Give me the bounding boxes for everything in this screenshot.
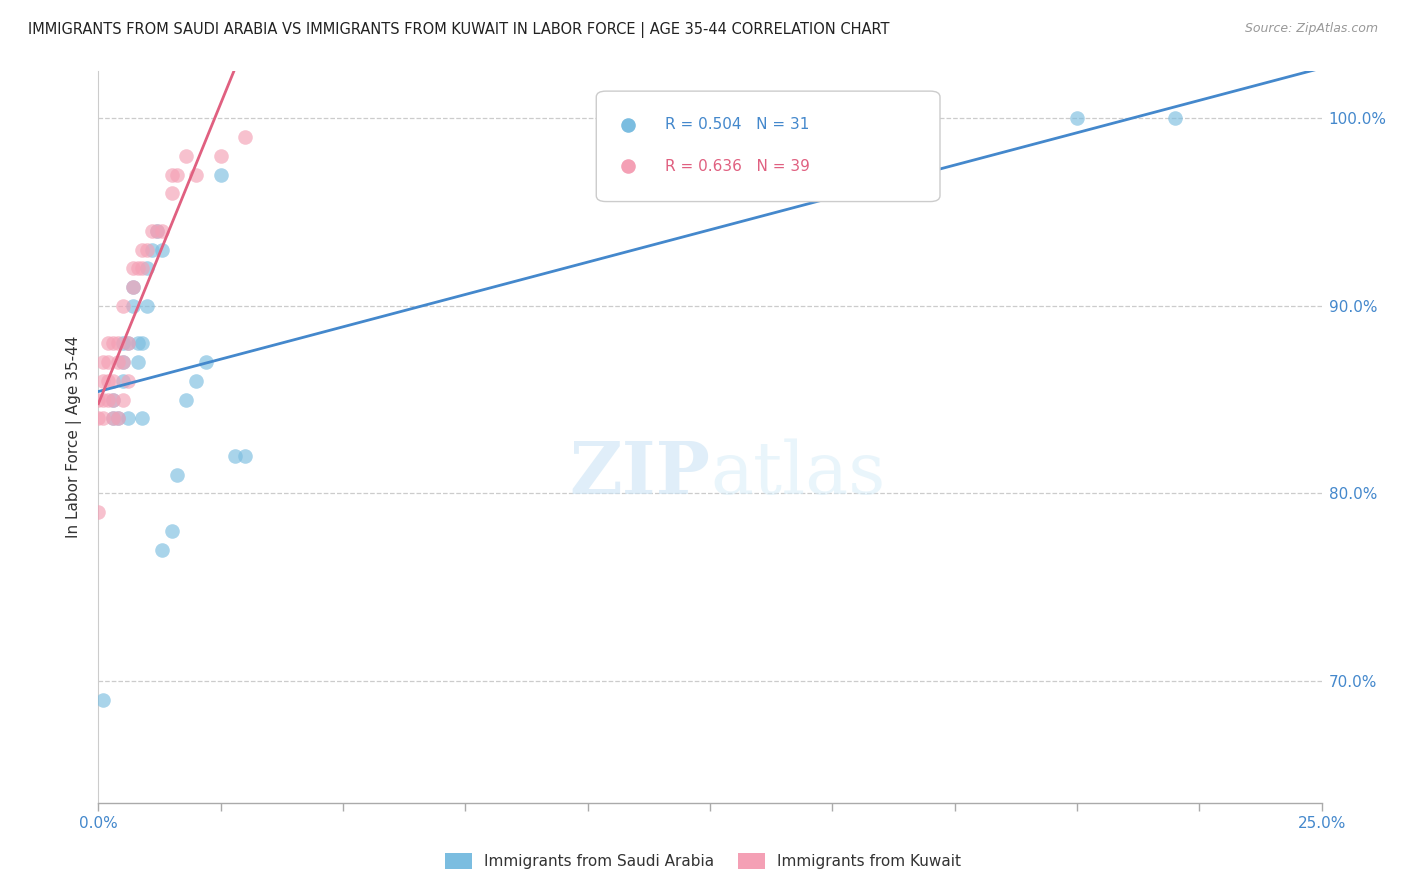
Point — [111, 355, 134, 369]
Point — [111, 299, 134, 313]
Point — [150, 224, 173, 238]
Point — [127, 355, 149, 369]
Point — [91, 392, 114, 407]
Point — [166, 467, 188, 482]
Point — [131, 261, 153, 276]
Point — [91, 692, 114, 706]
Point — [111, 374, 134, 388]
Point — [186, 168, 208, 182]
Point — [121, 261, 143, 276]
Point — [107, 411, 129, 425]
Point — [87, 392, 110, 407]
Text: atlas: atlas — [710, 438, 886, 509]
Point — [117, 336, 139, 351]
Point — [1164, 112, 1187, 126]
Point — [107, 336, 129, 351]
Point — [160, 186, 183, 201]
Point — [97, 355, 120, 369]
Point — [111, 355, 134, 369]
Point — [146, 224, 169, 238]
Point — [176, 392, 198, 407]
Point — [87, 505, 110, 519]
Text: ZIP: ZIP — [569, 438, 710, 509]
Point — [91, 355, 114, 369]
Point — [117, 411, 139, 425]
Point — [136, 243, 159, 257]
Point — [150, 542, 173, 557]
Point — [97, 336, 120, 351]
Point — [107, 411, 129, 425]
Y-axis label: In Labor Force | Age 35-44: In Labor Force | Age 35-44 — [66, 336, 83, 538]
Point — [131, 336, 153, 351]
Point — [117, 374, 139, 388]
Point — [111, 336, 134, 351]
Point — [166, 168, 188, 182]
Point — [146, 224, 169, 238]
Point — [1066, 112, 1088, 126]
Point — [121, 299, 143, 313]
Point — [107, 355, 129, 369]
Point — [224, 449, 246, 463]
Point — [101, 392, 124, 407]
Text: IMMIGRANTS FROM SAUDI ARABIA VS IMMIGRANTS FROM KUWAIT IN LABOR FORCE | AGE 35-4: IMMIGRANTS FROM SAUDI ARABIA VS IMMIGRAN… — [28, 22, 890, 38]
Point — [136, 299, 159, 313]
Point — [97, 374, 120, 388]
Point — [87, 411, 110, 425]
Point — [127, 261, 149, 276]
Text: Source: ZipAtlas.com: Source: ZipAtlas.com — [1244, 22, 1378, 36]
Point — [136, 261, 159, 276]
Point — [195, 355, 218, 369]
Point — [209, 149, 232, 163]
Point — [117, 336, 139, 351]
Point — [233, 130, 256, 145]
Point — [233, 449, 256, 463]
Point — [127, 336, 149, 351]
Point — [101, 392, 124, 407]
Point — [186, 374, 208, 388]
Point — [111, 392, 134, 407]
Point — [209, 168, 232, 182]
Point — [160, 524, 183, 538]
Point — [121, 280, 143, 294]
FancyBboxPatch shape — [596, 91, 941, 202]
Point — [101, 411, 124, 425]
Point — [101, 411, 124, 425]
Point — [176, 149, 198, 163]
Point — [101, 336, 124, 351]
Point — [141, 243, 163, 257]
Point — [91, 411, 114, 425]
Point — [121, 280, 143, 294]
Text: R = 0.504   N = 31: R = 0.504 N = 31 — [665, 117, 808, 132]
Point — [101, 374, 124, 388]
Point — [131, 411, 153, 425]
Point — [131, 243, 153, 257]
Point — [160, 168, 183, 182]
Legend: Immigrants from Saudi Arabia, Immigrants from Kuwait: Immigrants from Saudi Arabia, Immigrants… — [439, 847, 967, 875]
Point — [150, 243, 173, 257]
Point — [97, 392, 120, 407]
Point — [141, 224, 163, 238]
Point — [91, 374, 114, 388]
Text: R = 0.636   N = 39: R = 0.636 N = 39 — [665, 159, 810, 174]
